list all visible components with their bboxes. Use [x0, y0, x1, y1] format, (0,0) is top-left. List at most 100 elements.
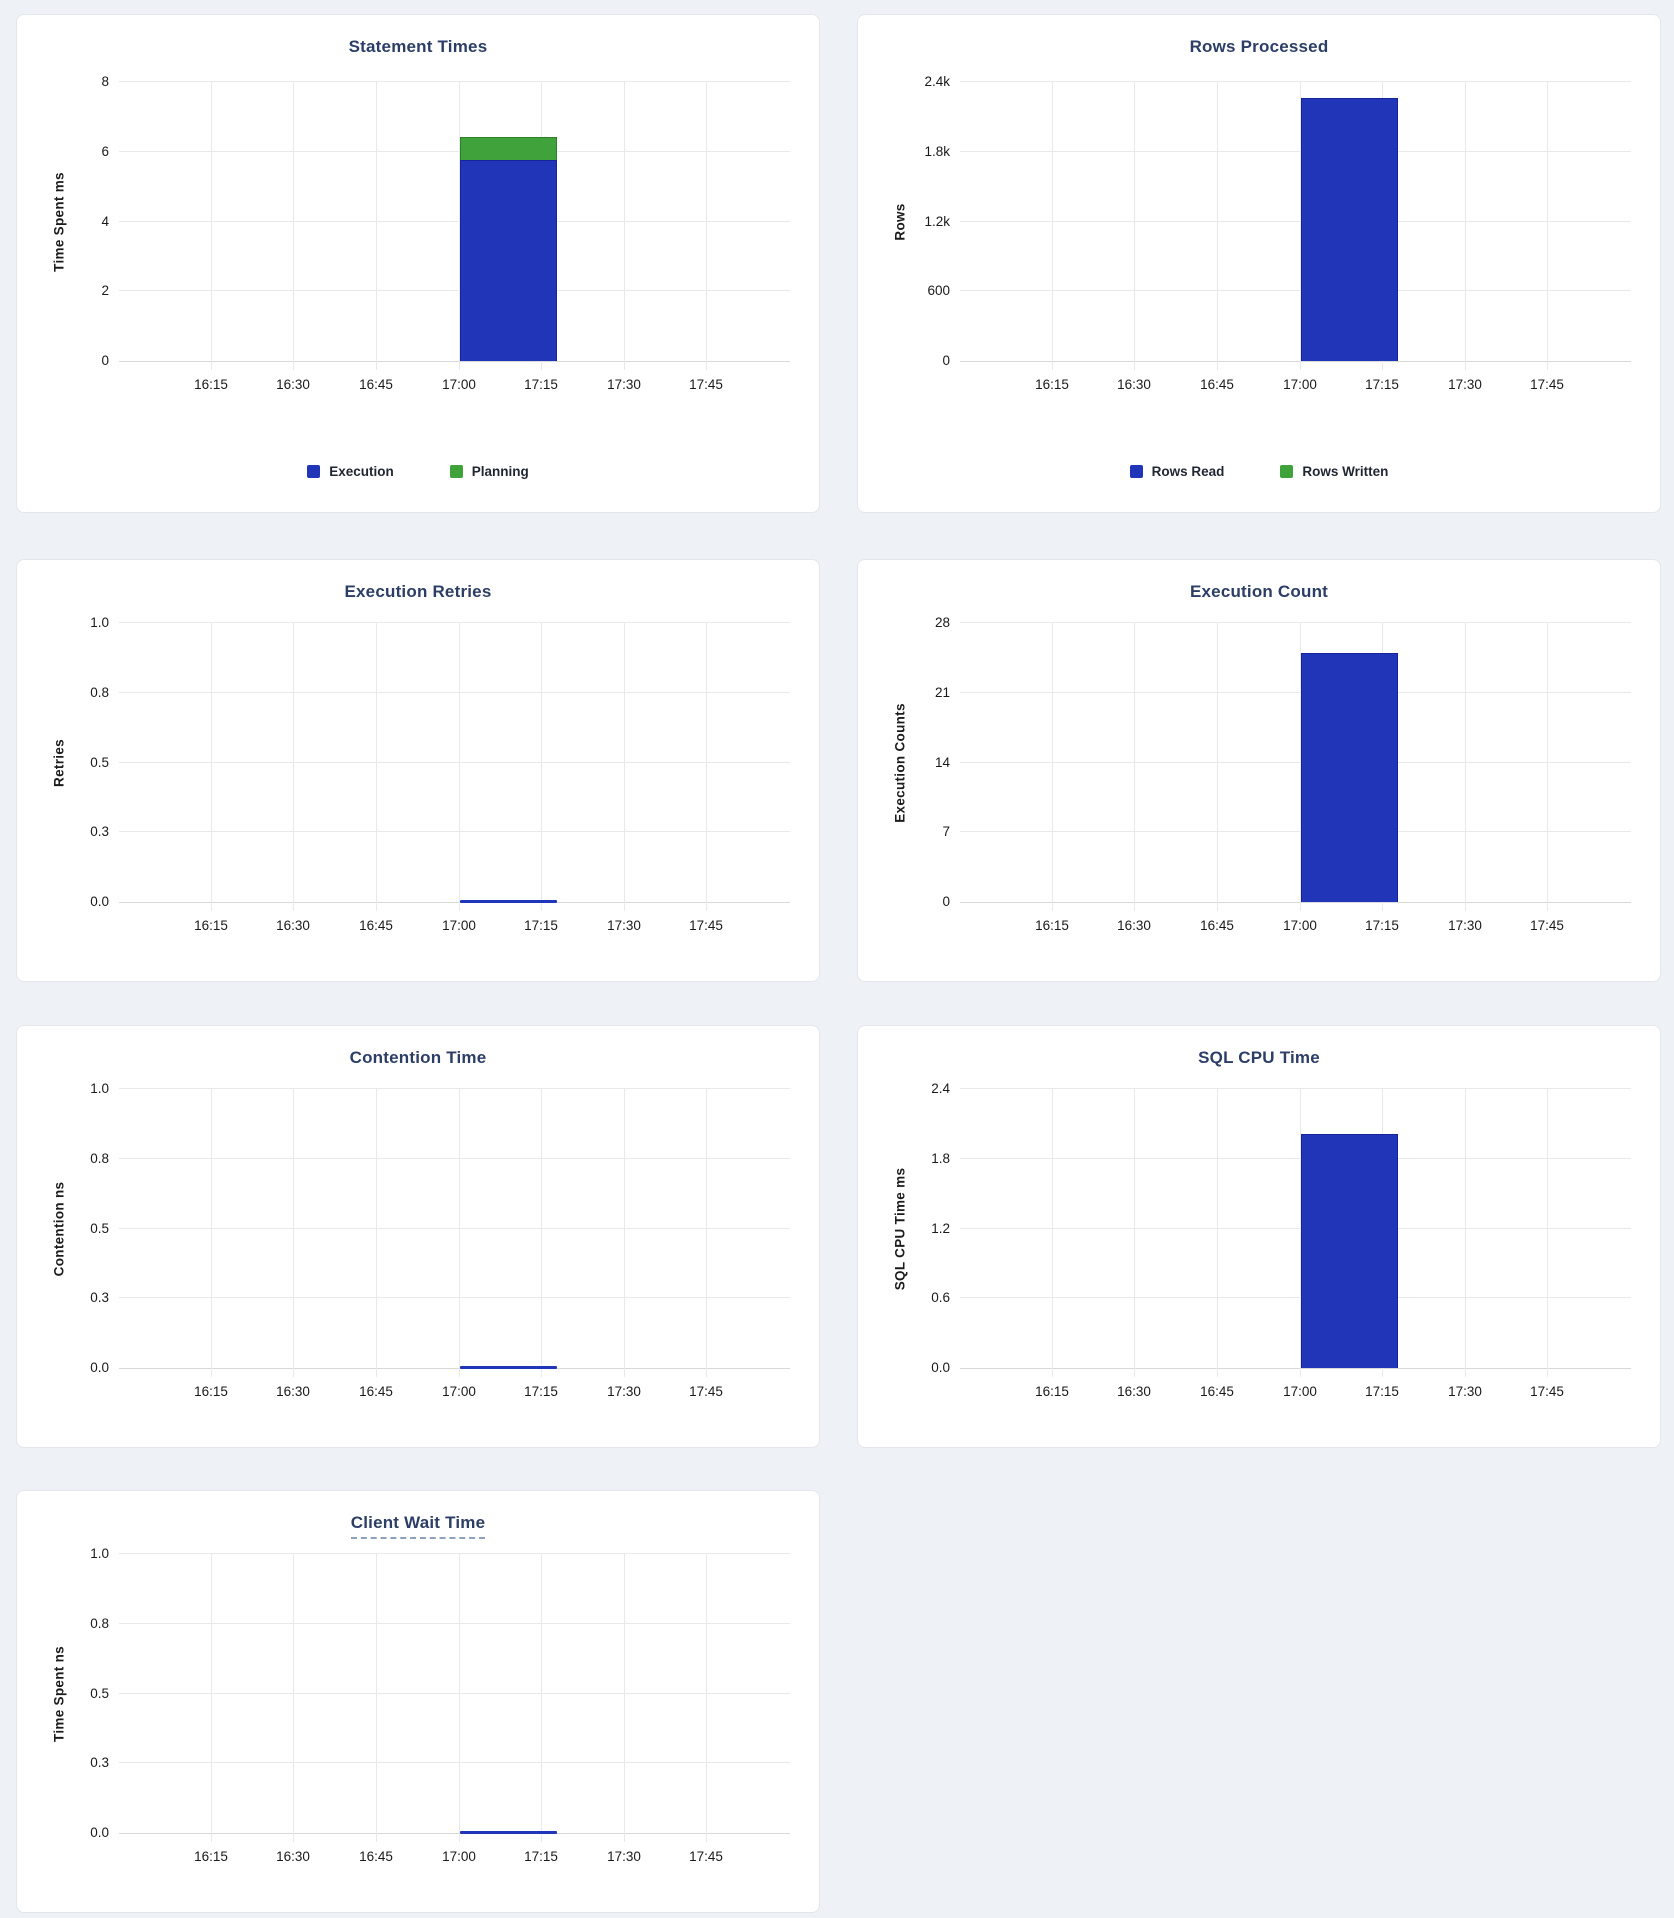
y-tick-label: 4: [101, 213, 109, 229]
v-gridline: [1300, 82, 1301, 370]
bar-execution-count[interactable]: [1301, 653, 1398, 902]
h-gridline: [119, 1368, 790, 1369]
v-gridline: [706, 1554, 707, 1842]
v-gridline: [706, 82, 707, 370]
h-gridline: [119, 1833, 790, 1834]
legend-label: Rows Written: [1302, 464, 1389, 479]
v-gridline: [1052, 623, 1053, 911]
legend-label: Planning: [471, 464, 529, 479]
y-tick-label: 1.0: [90, 615, 109, 630]
chart-title-row: Client Wait Time: [17, 1513, 819, 1539]
zero-value-line[interactable]: [460, 1366, 557, 1369]
h-gridline: [119, 1692, 790, 1694]
y-tick-label: 0.8: [90, 1615, 109, 1631]
y-tick-label: 2.4: [931, 1081, 950, 1096]
x-tick-label: 16:15: [194, 1849, 228, 1864]
x-tick-label: 16:30: [1117, 377, 1151, 392]
h-gridline: [119, 150, 790, 152]
chart-title[interactable]: Client Wait Time: [350, 1513, 486, 1539]
x-tick-label: 17:15: [524, 1849, 558, 1864]
plot-area[interactable]: [119, 1553, 790, 1842]
plot-area[interactable]: [119, 622, 790, 911]
plot-area[interactable]: [960, 81, 1631, 370]
bar-sql-cpu-time[interactable]: [1301, 1134, 1398, 1368]
x-tick-label: 17:30: [1448, 918, 1482, 933]
legend-color-swatch-icon: [449, 465, 463, 478]
y-tick-label: 0: [942, 894, 950, 909]
v-gridline: [541, 1089, 542, 1377]
v-gridline: [1134, 82, 1135, 370]
chart-legend: Rows Read Rows Written: [858, 464, 1660, 479]
h-gridline: [119, 1157, 790, 1159]
plot-area[interactable]: [960, 1088, 1631, 1377]
legend-item-execution[interactable]: Execution: [307, 464, 394, 479]
x-tick-label: 16:30: [1117, 1384, 1151, 1399]
h-gridline: [960, 361, 1631, 362]
x-tick-label: 17:30: [1448, 377, 1482, 392]
y-tick-label: 0.0: [90, 1360, 109, 1375]
chart-panel-rows-processed: Rows Processed Rows 0 600 1.2k 1.8k 2.4k 16:15 1…: [857, 14, 1661, 513]
y-tick-label: 0.8: [90, 1150, 109, 1166]
bar-rows-read[interactable]: [1301, 98, 1398, 361]
v-gridline: [1134, 623, 1135, 911]
v-gridline: [1300, 623, 1301, 911]
x-tick-label: 17:00: [1283, 918, 1317, 933]
h-gridline: [960, 902, 1631, 903]
v-gridline: [1547, 623, 1548, 911]
x-tick-label: 17:30: [607, 918, 641, 933]
zero-value-line[interactable]: [460, 900, 557, 903]
legend-item-rows-read[interactable]: Rows Read: [1129, 464, 1225, 479]
y-tick-label: 21: [934, 684, 950, 700]
x-tick-label: 16:45: [359, 1384, 393, 1399]
plot-area[interactable]: [960, 622, 1631, 911]
y-tick-label: 2: [101, 283, 109, 299]
legend-label: Rows Read: [1151, 464, 1225, 479]
x-tick-label: 17:45: [689, 918, 723, 933]
bar-planning[interactable]: [460, 137, 557, 160]
bar-execution[interactable]: [460, 160, 557, 361]
legend-item-rows-written[interactable]: Rows Written: [1280, 464, 1388, 479]
v-gridline: [376, 82, 377, 370]
x-tick-label: 16:45: [359, 918, 393, 933]
x-tick-label: 16:45: [1200, 918, 1234, 933]
y-tick-label: 0.6: [931, 1290, 950, 1306]
chart-panel-execution-retries: Execution Retries Retries 0.0 0.3 0.5 0.8 1.0 1…: [16, 559, 820, 982]
y-tick-label: 1.2k: [924, 213, 950, 229]
x-tick-label: 16:30: [276, 1849, 310, 1864]
y-tick-label: 0.3: [90, 1755, 109, 1771]
v-gridline: [1052, 1089, 1053, 1377]
x-tick-label: 17:00: [442, 918, 476, 933]
v-gridline: [1547, 82, 1548, 370]
chart-title: Execution Retries: [344, 582, 492, 601]
v-gridline: [706, 1089, 707, 1377]
v-gridline: [1217, 1089, 1218, 1377]
x-tick-label: 17:15: [1365, 1384, 1399, 1399]
v-gridline: [459, 82, 460, 370]
plot-area[interactable]: [119, 1088, 790, 1377]
plot-area[interactable]: [119, 81, 790, 370]
h-gridline: [960, 831, 1631, 833]
v-gridline: [1465, 623, 1466, 911]
v-gridline: [376, 1554, 377, 1842]
legend-color-swatch-icon: [1280, 465, 1294, 478]
y-tick-label: 1.0: [90, 1081, 109, 1096]
legend-item-planning[interactable]: Planning: [449, 464, 529, 479]
y-tick-label: 0.3: [90, 1290, 109, 1306]
zero-value-line[interactable]: [460, 1831, 557, 1834]
h-gridline: [119, 220, 790, 222]
h-gridline: [960, 1227, 1631, 1229]
h-gridline: [119, 831, 790, 833]
v-gridline: [1465, 1089, 1466, 1377]
v-gridline: [459, 1089, 460, 1377]
h-gridline: [960, 1368, 1631, 1369]
chart-panel-execution-count: Execution Count Execution Counts 0 7 14 21 28 1…: [857, 559, 1661, 982]
x-tick-label: 16:15: [1035, 1384, 1069, 1399]
v-gridline: [211, 623, 212, 911]
h-gridline: [119, 1622, 790, 1624]
y-tick-label: 0.5: [90, 754, 109, 770]
v-gridline: [624, 1554, 625, 1842]
chart-title: Rows Processed: [1189, 37, 1329, 56]
v-gridline: [376, 623, 377, 911]
h-gridline: [960, 622, 1631, 623]
